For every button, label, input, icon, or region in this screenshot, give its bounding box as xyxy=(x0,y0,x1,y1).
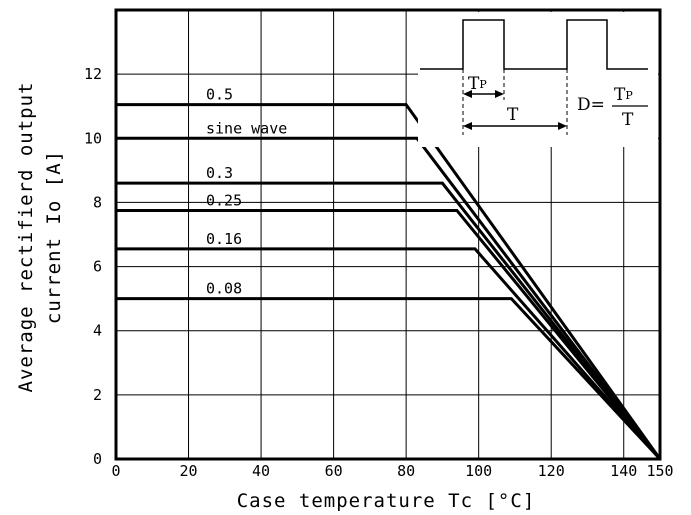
series-line xyxy=(116,136,662,460)
series-line xyxy=(116,297,662,461)
series-label: 0.3 xyxy=(206,164,233,182)
tp-arrowhead-right xyxy=(495,90,504,98)
x-tick-label: 120 xyxy=(538,462,565,480)
x-tick-label: 80 xyxy=(397,462,415,480)
y-tick-label: 12 xyxy=(84,65,102,83)
y-tick-label: 2 xyxy=(93,386,102,404)
plot-frame xyxy=(114,8,662,461)
x-tick-label: 140 xyxy=(610,462,637,480)
x-tick-label: 150 xyxy=(646,462,673,480)
series-label: 0.25 xyxy=(206,191,242,209)
series-label: 0.5 xyxy=(206,86,233,104)
duty-numerator: TP xyxy=(614,85,633,105)
y-axis-title-line1: Average rectifierd output xyxy=(15,82,37,393)
series-lines xyxy=(116,103,662,461)
x-tick-label: 40 xyxy=(252,462,270,480)
t-label: T xyxy=(507,105,519,125)
y-axis-title-line2: current Io [A] xyxy=(43,150,65,324)
tp-label: TP xyxy=(468,74,487,94)
series-line xyxy=(116,208,662,460)
series-line xyxy=(116,181,662,460)
pulse-waveform xyxy=(420,19,648,70)
x-tick-label: 0 xyxy=(111,462,120,480)
y-tick-label: 4 xyxy=(93,322,102,340)
y-tick-label: 8 xyxy=(93,193,102,211)
y-tick-labels: 0 2 4 6 8 10 12 xyxy=(84,65,102,468)
series-line xyxy=(116,247,662,460)
y-tick-label: 6 xyxy=(93,258,102,276)
duty-formula-label: D= xyxy=(577,95,605,115)
series-label: sine wave xyxy=(206,119,287,137)
y-tick-label: 0 xyxy=(93,450,102,468)
x-tick-labels: 0 20 40 60 80 100 120 140 150 xyxy=(111,462,673,480)
x-axis-title: Case temperature Tc [°C] xyxy=(237,490,536,512)
x-tick-label: 60 xyxy=(325,462,343,480)
series-line xyxy=(116,103,662,460)
tp-arrowhead-left xyxy=(463,90,472,98)
series-label: 0.16 xyxy=(206,230,242,248)
duty-cycle-inset: TP T D= TP T xyxy=(418,12,658,147)
duty-denominator: T xyxy=(622,110,634,130)
x-tick-label: 20 xyxy=(180,462,198,480)
series-labels: 0.5 sine wave 0.3 0.25 0.16 0.08 xyxy=(206,86,287,298)
t-arrowhead-right xyxy=(558,122,567,130)
y-tick-label: 10 xyxy=(84,129,102,147)
series-label: 0.08 xyxy=(206,280,242,298)
x-tick-label: 100 xyxy=(465,462,492,480)
t-arrowhead-left xyxy=(463,122,472,130)
